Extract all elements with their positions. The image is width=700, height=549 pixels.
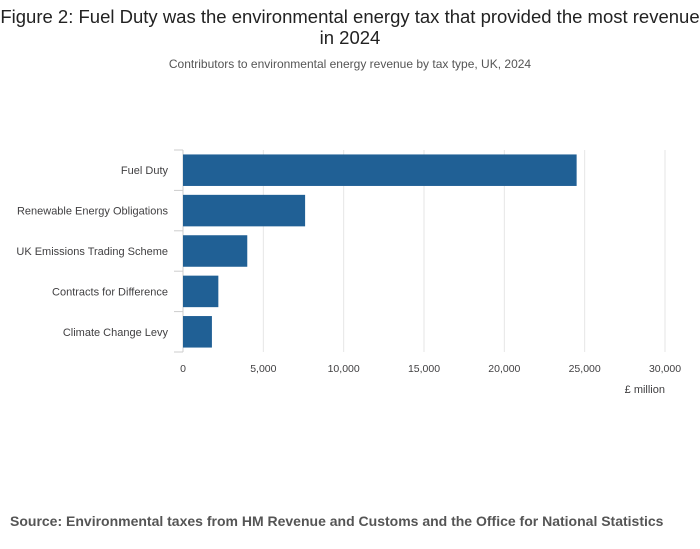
bar [183, 316, 212, 348]
bars [183, 154, 577, 348]
x-tick-labels: 0 5,000 10,000 15,000 20,000 25,000 30,000 [180, 363, 681, 375]
x-tick-label: 30,000 [649, 363, 681, 375]
bar [183, 235, 248, 267]
x-tick-label: 5,000 [250, 363, 276, 375]
bar [183, 194, 306, 227]
category-label: Climate Change Levy [63, 327, 169, 339]
x-tick-label: 15,000 [408, 363, 440, 375]
x-tick-label: 20,000 [488, 363, 520, 375]
category-label: Renewable Energy Obligations [17, 206, 169, 218]
x-tick-label: 10,000 [328, 363, 360, 375]
x-axis-title: £ million [625, 384, 665, 396]
category-labels: Fuel Duty Renewable Energy Obligations UK … [16, 165, 168, 339]
bar [183, 275, 219, 308]
bar [183, 154, 577, 186]
source-note: Source: Environmental taxes from HM Reve… [10, 513, 664, 529]
x-tick-label: 25,000 [569, 363, 601, 375]
x-tick-label: 0 [180, 363, 186, 375]
category-label: Contracts for Difference [52, 286, 168, 298]
chart-subtitle: Contributors to environmental energy rev… [168, 57, 532, 71]
chart-title: Figure 2: Fuel Duty was the environmenta… [0, 6, 700, 48]
category-label: Fuel Duty [121, 165, 169, 177]
category-label: UK Emissions Trading Scheme [16, 246, 168, 258]
